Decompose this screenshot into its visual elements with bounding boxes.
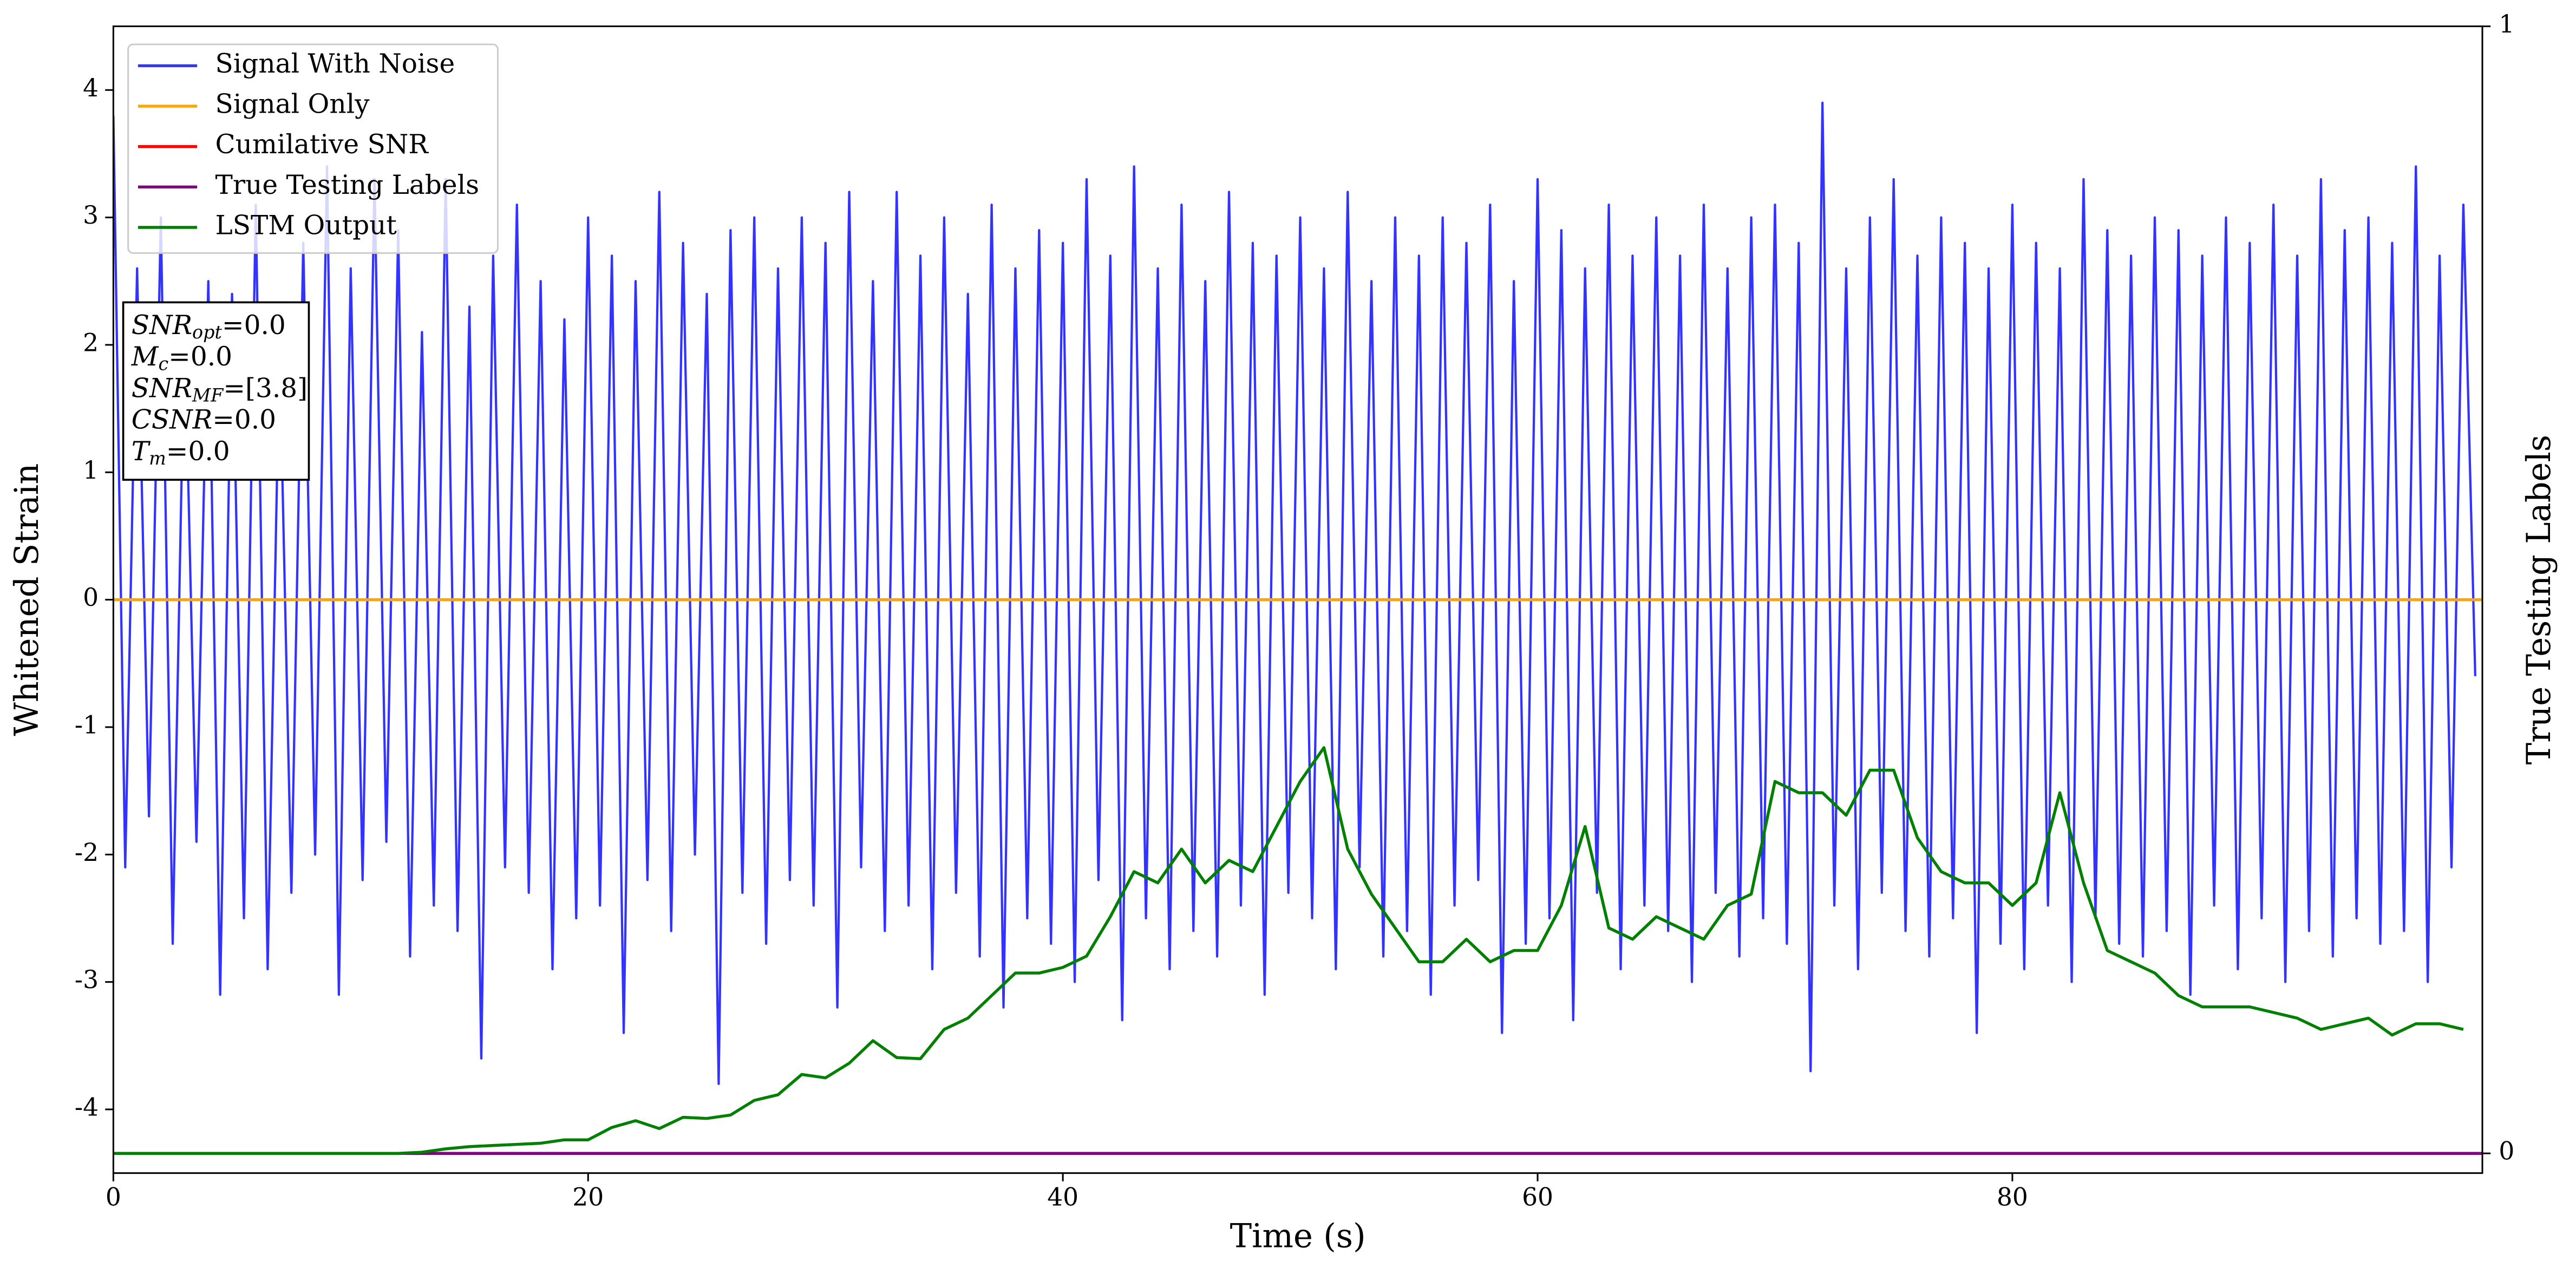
annotation-symbol: CSNR xyxy=(132,404,212,435)
y2-tick-label: 1 xyxy=(2499,10,2514,38)
annotation-symbol: SNR xyxy=(132,310,192,340)
legend-label: Signal With Noise xyxy=(215,49,455,79)
x-tick-label: 60 xyxy=(1522,1183,1553,1212)
y-tick-label: 4 xyxy=(83,74,99,102)
x-tick-label: 80 xyxy=(1997,1183,2028,1212)
annotation-line: CSNR=0.0 xyxy=(132,404,276,435)
y-tick-label: 2 xyxy=(83,328,99,357)
annotation-value: =[3.8] xyxy=(223,373,308,403)
annotation-line: SNRopt=0.0 xyxy=(132,310,286,343)
plot-frame xyxy=(112,25,2483,1174)
y-tick-label: 3 xyxy=(83,201,99,230)
annotation-line: Mc=0.0 xyxy=(131,342,232,375)
annotation-symbol: M xyxy=(131,342,159,372)
legend-label: Cumilative SNR xyxy=(215,129,429,160)
y-tick-label: 1 xyxy=(83,456,99,485)
annotation-value: =0.0 xyxy=(166,436,230,466)
annotation-line: Tm=0.0 xyxy=(132,436,230,469)
annotation-line: SNRMF=[3.8] xyxy=(132,373,308,406)
annotation-value: =0.0 xyxy=(222,310,286,340)
series-line xyxy=(113,101,2477,1086)
y2-tick-label: 0 xyxy=(2499,1137,2514,1166)
x-axis-label: Time (s) xyxy=(1230,1218,1366,1256)
legend-label: Signal Only xyxy=(215,89,370,120)
x-tick-label: 0 xyxy=(106,1183,121,1212)
annotation-symbol: SNR xyxy=(132,373,192,403)
x-tick-label: 40 xyxy=(1047,1183,1078,1212)
legend-label: LSTM Output xyxy=(215,211,397,241)
annotation-symbol: T xyxy=(132,436,151,466)
y2-axis-label: True Testing Labels xyxy=(2520,435,2558,765)
legend-label: True Testing Labels xyxy=(215,170,480,200)
annotation-value: =0.0 xyxy=(168,342,232,372)
y-tick-label: -2 xyxy=(75,838,99,867)
annotation-box xyxy=(122,301,310,481)
annotation-value: =0.0 xyxy=(212,404,276,435)
annotation-subscript: MF xyxy=(192,385,224,406)
annotation-subscript: m xyxy=(149,448,166,469)
plot-area xyxy=(113,101,2483,1155)
series-line xyxy=(113,746,2464,1155)
y-tick-label: -4 xyxy=(75,1093,99,1121)
y-tick-label: 0 xyxy=(83,583,99,612)
annotation-subscript: c xyxy=(158,353,168,374)
y-tick-label: -3 xyxy=(75,965,99,994)
annotation-subscript: opt xyxy=(192,322,222,343)
x-tick-label: 20 xyxy=(572,1183,604,1212)
legend-frame xyxy=(127,43,499,254)
y-tick-label: -1 xyxy=(75,710,99,739)
y-axis-label: Whitened Strain xyxy=(8,463,46,736)
